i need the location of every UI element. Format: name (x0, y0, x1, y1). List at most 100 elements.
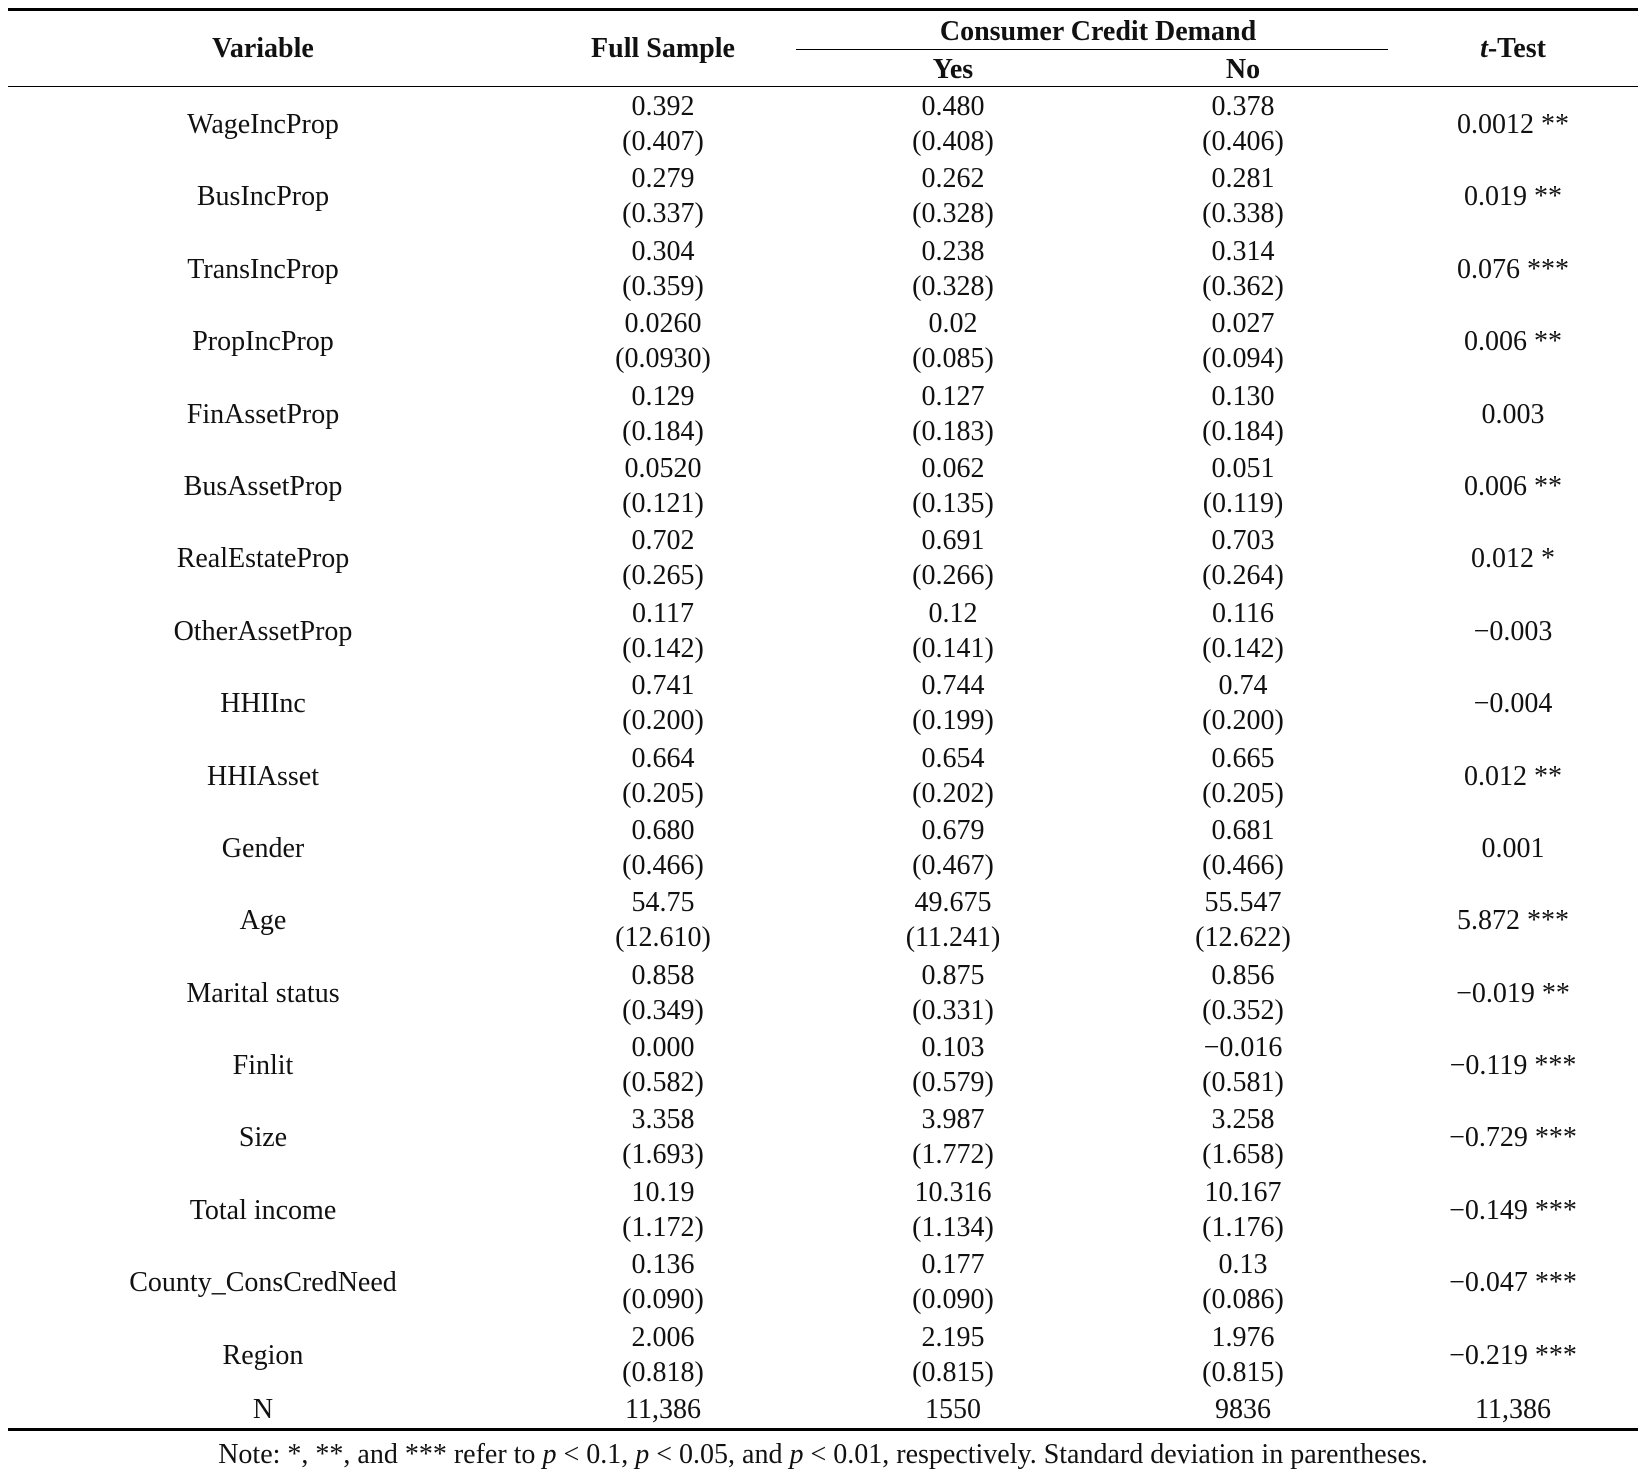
yes-cell: 0.691 (0.266) (808, 523, 1098, 593)
yes-cell-sd: (1.772) (912, 1139, 994, 1171)
no-cell-sd: (0.142) (1202, 632, 1284, 664)
t-test-cell: −0.219 *** (1388, 1338, 1638, 1373)
yes-cell-sd: (1.134) (912, 1211, 994, 1243)
table-row: Age 54.75 (12.610) 49.675 (11.241) 55.547 (12.… (8, 885, 1638, 957)
yes-cell-sd: (0.199) (912, 705, 994, 737)
header-t-rest: -Test (1487, 33, 1546, 64)
no-cell: 0.314 (0.362) (1098, 234, 1388, 304)
no-cell-value: 3.258 (1211, 1104, 1275, 1136)
t-test-cell: −0.119 *** (1388, 1048, 1638, 1083)
table-row: PropIncProp 0.0260 (0.0930) 0.02 (0.085) 0.02… (8, 306, 1638, 378)
n-row: N 11,386 1550 9836 11,386 (8, 1392, 1638, 1428)
yes-cell: 0.103 (0.579) (808, 1030, 1098, 1100)
full-sample-cell-value: 0.117 (632, 597, 694, 629)
yes-cell: 0.02 (0.085) (808, 306, 1098, 376)
yes-cell-sd: (0.467) (912, 849, 994, 881)
full-sample-cell-sd: (0.337) (622, 198, 704, 230)
t-test-cell-value: −0.219 *** (1449, 1339, 1577, 1371)
no-cell-sd: (0.184) (1202, 415, 1284, 447)
t-test-cell: 0.001 (1388, 831, 1638, 866)
full-sample-cell-value: 0.741 (631, 670, 695, 702)
t-test-cell-value: 0.012 ** (1464, 760, 1562, 792)
no-cell-sd: (0.815) (1202, 1356, 1284, 1388)
t-test-cell: 0.012 ** (1388, 759, 1638, 794)
t-test-cell: 0.076 *** (1388, 252, 1638, 287)
t-test-cell: −0.047 *** (1388, 1265, 1638, 1300)
no-cell-value: 1.976 (1211, 1321, 1275, 1353)
variable-cell-value: Finlit (232, 1050, 294, 1082)
full-sample-cell-value: 10.19 (631, 1176, 695, 1208)
no-cell: 3.258 (1.658) (1098, 1102, 1388, 1172)
header-yes: Yes (932, 54, 974, 85)
variable-cell-value: HHIInc (220, 688, 306, 720)
full-sample-cell-sd: (0.407) (622, 126, 704, 157)
full-sample-cell-value: 0.000 (631, 1032, 695, 1064)
t-test-cell: −0.729 *** (1388, 1120, 1638, 1155)
no-cell: 0.116 (0.142) (1098, 596, 1388, 666)
no-cell-value: 0.856 (1211, 959, 1275, 991)
full-sample-cell: 0.0260 (0.0930) (518, 306, 808, 376)
variable-cell-value: WageIncProp (187, 109, 339, 140)
full-sample-cell-value: 0.664 (631, 742, 695, 774)
table-row: County_ConsCredNeed 0.136 (0.090) 0.177 (0.0… (8, 1247, 1638, 1319)
table-row: Region 2.006 (0.818) 2.195 (0.815) 1.976 (0.81… (8, 1320, 1638, 1392)
full-sample-cell: 0.117 (0.142) (518, 596, 808, 666)
no-cell: 0.703 (0.264) (1098, 523, 1388, 593)
yes-cell-sd: (0.815) (912, 1356, 994, 1388)
full-sample-cell-value: 2.006 (631, 1321, 695, 1353)
yes-cell-sd: (0.266) (912, 560, 994, 592)
header-variable: Variable (212, 33, 314, 64)
table-note: Note: *, **, and *** refer to p < 0.1, p… (218, 1439, 1428, 1471)
full-sample-cell-sd: (0.359) (622, 270, 704, 302)
variable-cell: FinAssetProp (8, 397, 518, 432)
full-sample-cell-sd: (0.265) (622, 560, 704, 592)
table-row: Gender 0.680 (0.466) 0.679 (0.467) 0.681 (0.46… (8, 813, 1638, 885)
no-cell-sd: (1.658) (1202, 1139, 1284, 1171)
variable-cell: Gender (8, 831, 518, 866)
full-sample-cell-value: 0.680 (631, 814, 695, 846)
yes-cell-value: 0.480 (921, 91, 985, 122)
t-test-cell-value: 5.872 *** (1457, 905, 1569, 937)
full-sample-cell: 2.006 (0.818) (518, 1320, 808, 1390)
yes-cell: 0.127 (0.183) (808, 379, 1098, 449)
t-test-cell-value: 0.0012 ** (1457, 109, 1569, 140)
full-sample-cell-sd: (0.466) (622, 849, 704, 881)
no-cell-value: 0.027 (1211, 308, 1275, 340)
variable-cell-value: BusAssetProp (183, 470, 343, 502)
no-cell: 0.74 (0.200) (1098, 668, 1388, 738)
no-cell-value: 0.130 (1211, 380, 1275, 412)
yes-cell-sd: (0.202) (912, 777, 994, 809)
no-cell: 0.027 (0.094) (1098, 306, 1388, 376)
full-sample-cell: 10.19 (1.172) (518, 1175, 808, 1245)
table-row: Finlit 0.000 (0.582) 0.103 (0.579) −0.016 (0.5… (8, 1030, 1638, 1102)
header-consumer-credit-demand: Consumer Credit Demand (939, 16, 1257, 47)
variable-cell-value: Region (222, 1339, 304, 1371)
t-test-cell: −0.019 ** (1388, 976, 1638, 1011)
t-test-cell-value: −0.004 (1473, 688, 1553, 720)
variable-cell-value: Marital status (186, 977, 340, 1009)
variable-cell-value: Age (239, 905, 287, 937)
table-row: BusIncProp 0.279 (0.337) 0.262 (0.328) 0.281(… (8, 161, 1638, 233)
yes-cell-value: 2.195 (921, 1321, 985, 1353)
p-symbol: p (542, 1439, 557, 1471)
yes-cell-value: 10.316 (914, 1176, 992, 1208)
yes-cell-value: 0.02 (928, 308, 978, 340)
full-sample-cell-sd: (12.610) (615, 922, 711, 954)
no-cell-sd: (0.362) (1202, 270, 1284, 302)
yes-cell-value: 0.654 (921, 742, 985, 774)
top-rule (8, 8, 1638, 11)
no-cell-value: 0.281 (1211, 163, 1275, 195)
summary-statistics-table: Variable Full Sample Consumer Credit Dem… (8, 8, 1638, 1471)
yes-cell-value: 0.691 (921, 525, 985, 557)
t-test-cell: −0.149 *** (1388, 1193, 1638, 1228)
yes-cell: 0.679 (0.467) (808, 813, 1098, 883)
t-test-cell: 5.872 *** (1388, 903, 1638, 938)
full-sample-cell-sd: (0.200) (622, 705, 704, 737)
t-test-cell: −0.004 (1388, 686, 1638, 721)
no-cell-sd: (0.086) (1202, 1284, 1284, 1316)
full-sample-cell: 0.279 (0.337) (518, 161, 808, 231)
variable-cell-value: Size (238, 1122, 288, 1154)
no-cell-sd: (1.176) (1202, 1211, 1284, 1243)
yes-cell: 0.654 (0.202) (808, 741, 1098, 811)
full-sample-cell-sd: (1.172) (622, 1211, 704, 1243)
